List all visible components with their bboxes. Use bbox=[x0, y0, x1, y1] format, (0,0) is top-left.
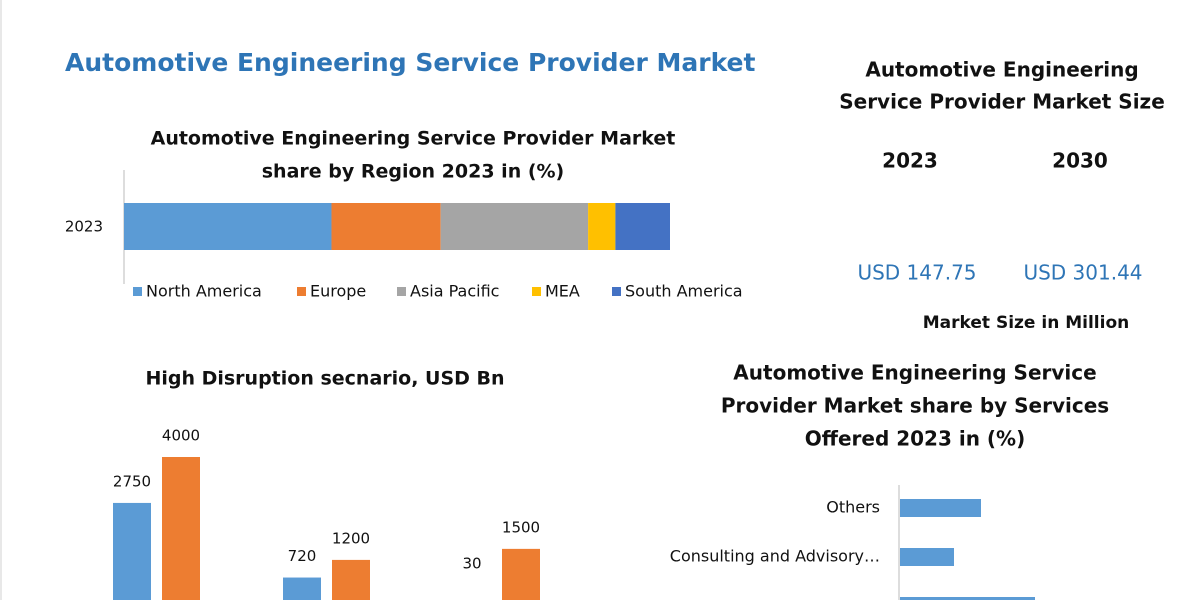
bar bbox=[283, 577, 321, 600]
main-title: Automotive Engineering Service Provider … bbox=[65, 48, 756, 77]
chart-title: Offered 2023 in (%) bbox=[805, 427, 1025, 451]
data-label: 30 bbox=[462, 555, 481, 573]
size-year: 2030 bbox=[1052, 149, 1108, 173]
size-title: Automotive Engineering bbox=[865, 58, 1138, 82]
data-label: 720 bbox=[288, 547, 317, 565]
y-tick-label: Consulting and Advisory… bbox=[670, 547, 880, 566]
bar bbox=[502, 548, 540, 600]
legend-label: MEA bbox=[545, 282, 580, 301]
legend-label: North America bbox=[146, 282, 262, 301]
size-note: Market Size in Million bbox=[923, 313, 1129, 333]
bar bbox=[900, 548, 954, 566]
bar-segment bbox=[615, 203, 670, 250]
bar-segment bbox=[331, 203, 441, 250]
data-label: 2750 bbox=[113, 472, 151, 490]
data-label: 1200 bbox=[332, 529, 370, 547]
size-title: Service Provider Market Size bbox=[839, 90, 1165, 114]
y-tick-label: Others bbox=[826, 498, 880, 517]
bar bbox=[162, 457, 200, 600]
bar bbox=[900, 597, 1035, 600]
bar bbox=[332, 559, 370, 600]
legend-swatch bbox=[532, 287, 541, 296]
chart-title: Provider Market share by Services bbox=[721, 394, 1109, 418]
legend-swatch bbox=[397, 287, 406, 296]
data-label: 4000 bbox=[162, 427, 200, 445]
size-value: USD 301.44 bbox=[1023, 261, 1142, 285]
bar bbox=[900, 499, 981, 517]
bar bbox=[113, 502, 151, 600]
legend-label: South America bbox=[625, 282, 743, 301]
chart-title: Automotive Engineering Service Provider … bbox=[151, 128, 676, 150]
legend-swatch bbox=[612, 287, 621, 296]
legend-swatch bbox=[133, 287, 142, 296]
legend-swatch bbox=[297, 287, 306, 296]
chart-title: High Disruption secnario, USD Bn bbox=[145, 368, 504, 390]
size-year: 2023 bbox=[882, 149, 938, 173]
bar-segment bbox=[440, 203, 589, 250]
y-tick-label: 2023 bbox=[65, 218, 103, 236]
bar-segment bbox=[588, 203, 616, 250]
legend-label: Europe bbox=[310, 282, 366, 301]
legend-label: Asia Pacific bbox=[410, 282, 499, 301]
size-value: USD 147.75 bbox=[857, 261, 976, 285]
data-label: 1500 bbox=[502, 518, 540, 536]
bar-segment bbox=[124, 203, 332, 250]
chart-title: share by Region 2023 in (%) bbox=[262, 161, 565, 183]
chart-title: Automotive Engineering Service bbox=[733, 361, 1096, 385]
